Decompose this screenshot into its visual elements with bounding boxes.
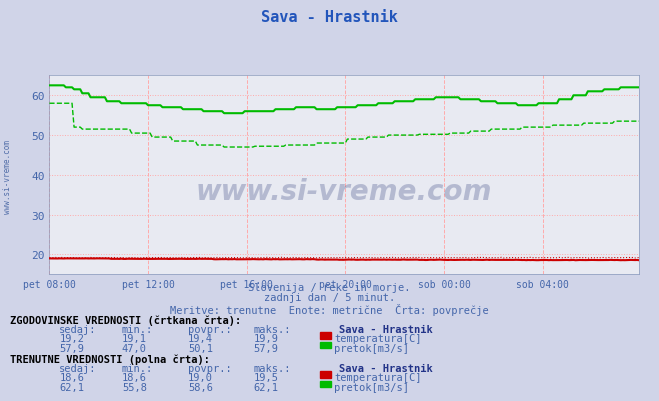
Text: 19,9: 19,9 [254,334,279,344]
Text: 57,9: 57,9 [254,343,279,353]
Text: Slovenija / reke in morje.: Slovenija / reke in morje. [248,283,411,293]
Text: sedaj:: sedaj: [59,363,97,373]
Text: Sava - Hrastnik: Sava - Hrastnik [339,324,433,334]
Text: www.si-vreme.com: www.si-vreme.com [196,177,492,205]
Text: 58,6: 58,6 [188,382,213,392]
Text: maks.:: maks.: [254,363,291,373]
Text: Meritve: trenutne  Enote: metrične  Črta: povprečje: Meritve: trenutne Enote: metrične Črta: … [170,303,489,315]
Text: Sava - Hrastnik: Sava - Hrastnik [261,10,398,25]
Text: www.si-vreme.com: www.si-vreme.com [3,140,13,213]
Text: min.:: min.: [122,324,153,334]
Text: 50,1: 50,1 [188,343,213,353]
Text: ZGODOVINSKE VREDNOSTI (črtkana črta):: ZGODOVINSKE VREDNOSTI (črtkana črta): [10,315,241,325]
Text: 55,8: 55,8 [122,382,147,392]
Text: min.:: min.: [122,363,153,373]
Text: pretok[m3/s]: pretok[m3/s] [334,382,409,392]
Text: 19,0: 19,0 [188,373,213,383]
Text: 47,0: 47,0 [122,343,147,353]
Text: 19,1: 19,1 [122,334,147,344]
Text: 62,1: 62,1 [59,382,84,392]
Text: 18,6: 18,6 [122,373,147,383]
Text: maks.:: maks.: [254,324,291,334]
Text: 19,2: 19,2 [59,334,84,344]
Text: TRENUTNE VREDNOSTI (polna črta):: TRENUTNE VREDNOSTI (polna črta): [10,354,210,364]
Text: 62,1: 62,1 [254,382,279,392]
Text: pretok[m3/s]: pretok[m3/s] [334,343,409,353]
Text: zadnji dan / 5 minut.: zadnji dan / 5 minut. [264,293,395,303]
Text: 18,6: 18,6 [59,373,84,383]
Text: temperatura[C]: temperatura[C] [334,373,422,383]
Text: sedaj:: sedaj: [59,324,97,334]
Text: povpr.:: povpr.: [188,363,231,373]
Text: 19,5: 19,5 [254,373,279,383]
Text: povpr.:: povpr.: [188,324,231,334]
Text: temperatura[C]: temperatura[C] [334,334,422,344]
Text: 57,9: 57,9 [59,343,84,353]
Text: Sava - Hrastnik: Sava - Hrastnik [339,363,433,373]
Text: 19,4: 19,4 [188,334,213,344]
